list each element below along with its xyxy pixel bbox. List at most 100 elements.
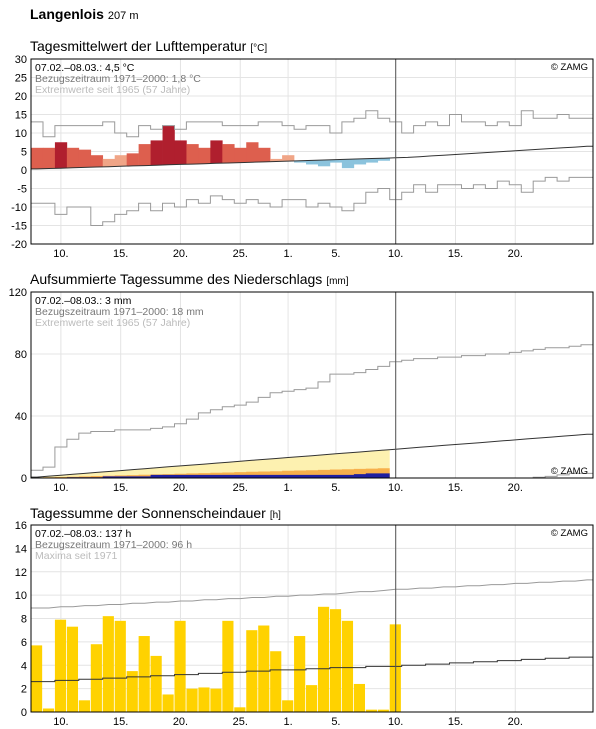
y-tick-label: 80 (15, 349, 27, 361)
station-header: Langenlois 207 m (30, 6, 138, 22)
x-tick-label: 10. (388, 716, 403, 728)
x-tick-label: 5. (331, 716, 340, 728)
sunshine-day-bar (54, 619, 67, 712)
info-line-2: Bezugszeitraum 1971–2000: 96 h (35, 539, 192, 551)
temperature-day-bar (329, 159, 343, 163)
climate-mean-line (31, 145, 593, 170)
temperature-day-bar (174, 140, 187, 165)
info-line-2: Bezugszeitraum 1971–2000: 1,8 °C (35, 73, 201, 85)
sunshine-day-bar (329, 609, 342, 712)
extreme-max-line (31, 110, 593, 138)
sunshine-day-bar (162, 694, 174, 712)
y-tick-label: -15 (11, 221, 27, 233)
sunshine-day-bar (78, 700, 90, 712)
info-line-3: Extremwerte seit 1965 (57 Jahre) (35, 317, 190, 329)
x-tick-label: 20. (508, 716, 523, 728)
y-tick-label: 2 (21, 684, 27, 696)
copyright-label: © ZAMG (551, 528, 588, 539)
temperature-unit: [°C] (250, 43, 268, 54)
temperature-day-bar (282, 155, 295, 162)
sunshine-day-bar (150, 655, 162, 712)
temperature-day-bar (90, 155, 104, 168)
x-tick-label: 20. (173, 248, 188, 260)
temperature-day-bar (377, 158, 391, 161)
temperature-day-bar (234, 147, 247, 163)
sunshine-day-bar (258, 625, 270, 712)
y-tick-label: 16 (15, 520, 27, 532)
info-line-3: Maxima seit 1971 (35, 550, 117, 562)
sunshine-day-bar (210, 688, 222, 712)
sunshine-day-bar (66, 626, 79, 712)
plot-frame (30, 291, 594, 479)
y-tick-label: 20 (15, 91, 27, 103)
y-tick-label: 30 (15, 54, 27, 66)
x-tick-label: 10. (388, 248, 403, 260)
temperature-day-bar (222, 144, 235, 163)
temperature-day-bar (306, 160, 319, 165)
temperature-day-bar (210, 140, 223, 164)
x-tick-label: 1. (283, 716, 292, 728)
y-tick-label: 15 (15, 110, 27, 122)
extreme-min-line (31, 176, 593, 226)
y-tick-label: 40 (15, 411, 27, 423)
sunshine-day-bar (102, 616, 114, 712)
info-line-1: 07.02.–08.03.: 4,5 °C (35, 62, 135, 74)
x-tick-label: 20. (508, 248, 523, 260)
temperature-day-bar (162, 125, 175, 165)
x-tick-label: 25. (233, 482, 248, 494)
y-tick-label: 10 (15, 590, 27, 602)
temperature-day-bar (365, 158, 379, 163)
y-tick-label: 120 (9, 287, 27, 299)
extreme-max-cumulative-line (31, 344, 593, 471)
y-tick-label: -20 (11, 239, 27, 251)
temperature-day-bar (31, 147, 44, 169)
sunshine-day-bar (377, 709, 389, 712)
x-tick-label: 10. (53, 248, 68, 260)
y-tick-label: 0 (21, 473, 27, 485)
temperature-day-bar (54, 142, 68, 169)
y-tick-label: -10 (11, 202, 27, 214)
x-tick-label: 15. (448, 716, 463, 728)
sunshine-day-bar (294, 636, 306, 712)
precipitation-title-text: Aufsummierte Tagessumme des Niederschlag… (30, 271, 323, 287)
temperature-chart-title: Tagesmittelwert der Lufttemperatur [°C] (30, 38, 267, 54)
sunshine-day-bar (234, 707, 246, 712)
sunshine-chart-title: Tagessumme der Sonnenscheindauer [h] (30, 505, 281, 521)
station-altitude: 207 m (107, 10, 139, 22)
sunshine-day-bar (90, 644, 102, 712)
station-name: Langenlois (30, 6, 104, 22)
x-tick-label: 20. (173, 716, 188, 728)
sunshine-day-bar (186, 688, 198, 712)
x-tick-label: 25. (233, 716, 248, 728)
sunshine-day-bar (317, 606, 330, 712)
temperature-day-bar (138, 144, 151, 166)
temperature-day-bar (317, 160, 331, 167)
copyright-label: © ZAMG (551, 62, 588, 73)
x-tick-label: 10. (388, 482, 403, 494)
temperature-day-bar (341, 159, 355, 169)
sunshine-day-bar (353, 683, 366, 712)
x-tick-label: 10. (53, 482, 68, 494)
temperature-day-bar (270, 158, 283, 162)
temperature-day-bar (186, 144, 199, 165)
sunshine-day-bar (174, 620, 186, 712)
precipitation-chart-title: Aufsummierte Tagessumme des Niederschlag… (30, 271, 349, 287)
y-tick-label: 4 (21, 660, 27, 672)
x-tick-label: 15. (113, 248, 128, 260)
temperature-day-bar (42, 147, 56, 169)
sunshine-day-bar (138, 636, 150, 712)
temperature-day-bar (102, 158, 116, 167)
temperature-chart: -20 -15 -10 -5 0 5 10 15 20 25 30 10. 15. 20. 25. 1. 5. 1… (11, 54, 594, 260)
sunshine-day-bar (31, 645, 43, 712)
sunshine-unit: [h] (269, 510, 281, 521)
x-tick-label: 10. (53, 716, 68, 728)
y-tick-label: -5 (17, 184, 27, 196)
precipitation-unit: [mm] (326, 276, 349, 287)
sunshine-day-bar (341, 620, 354, 712)
x-tick-label: 5. (331, 482, 340, 494)
sunshine-day-bar (198, 687, 210, 712)
plot-frame (30, 58, 594, 245)
y-tick-label: 12 (15, 567, 27, 579)
sunshine-day-bar (114, 620, 126, 712)
